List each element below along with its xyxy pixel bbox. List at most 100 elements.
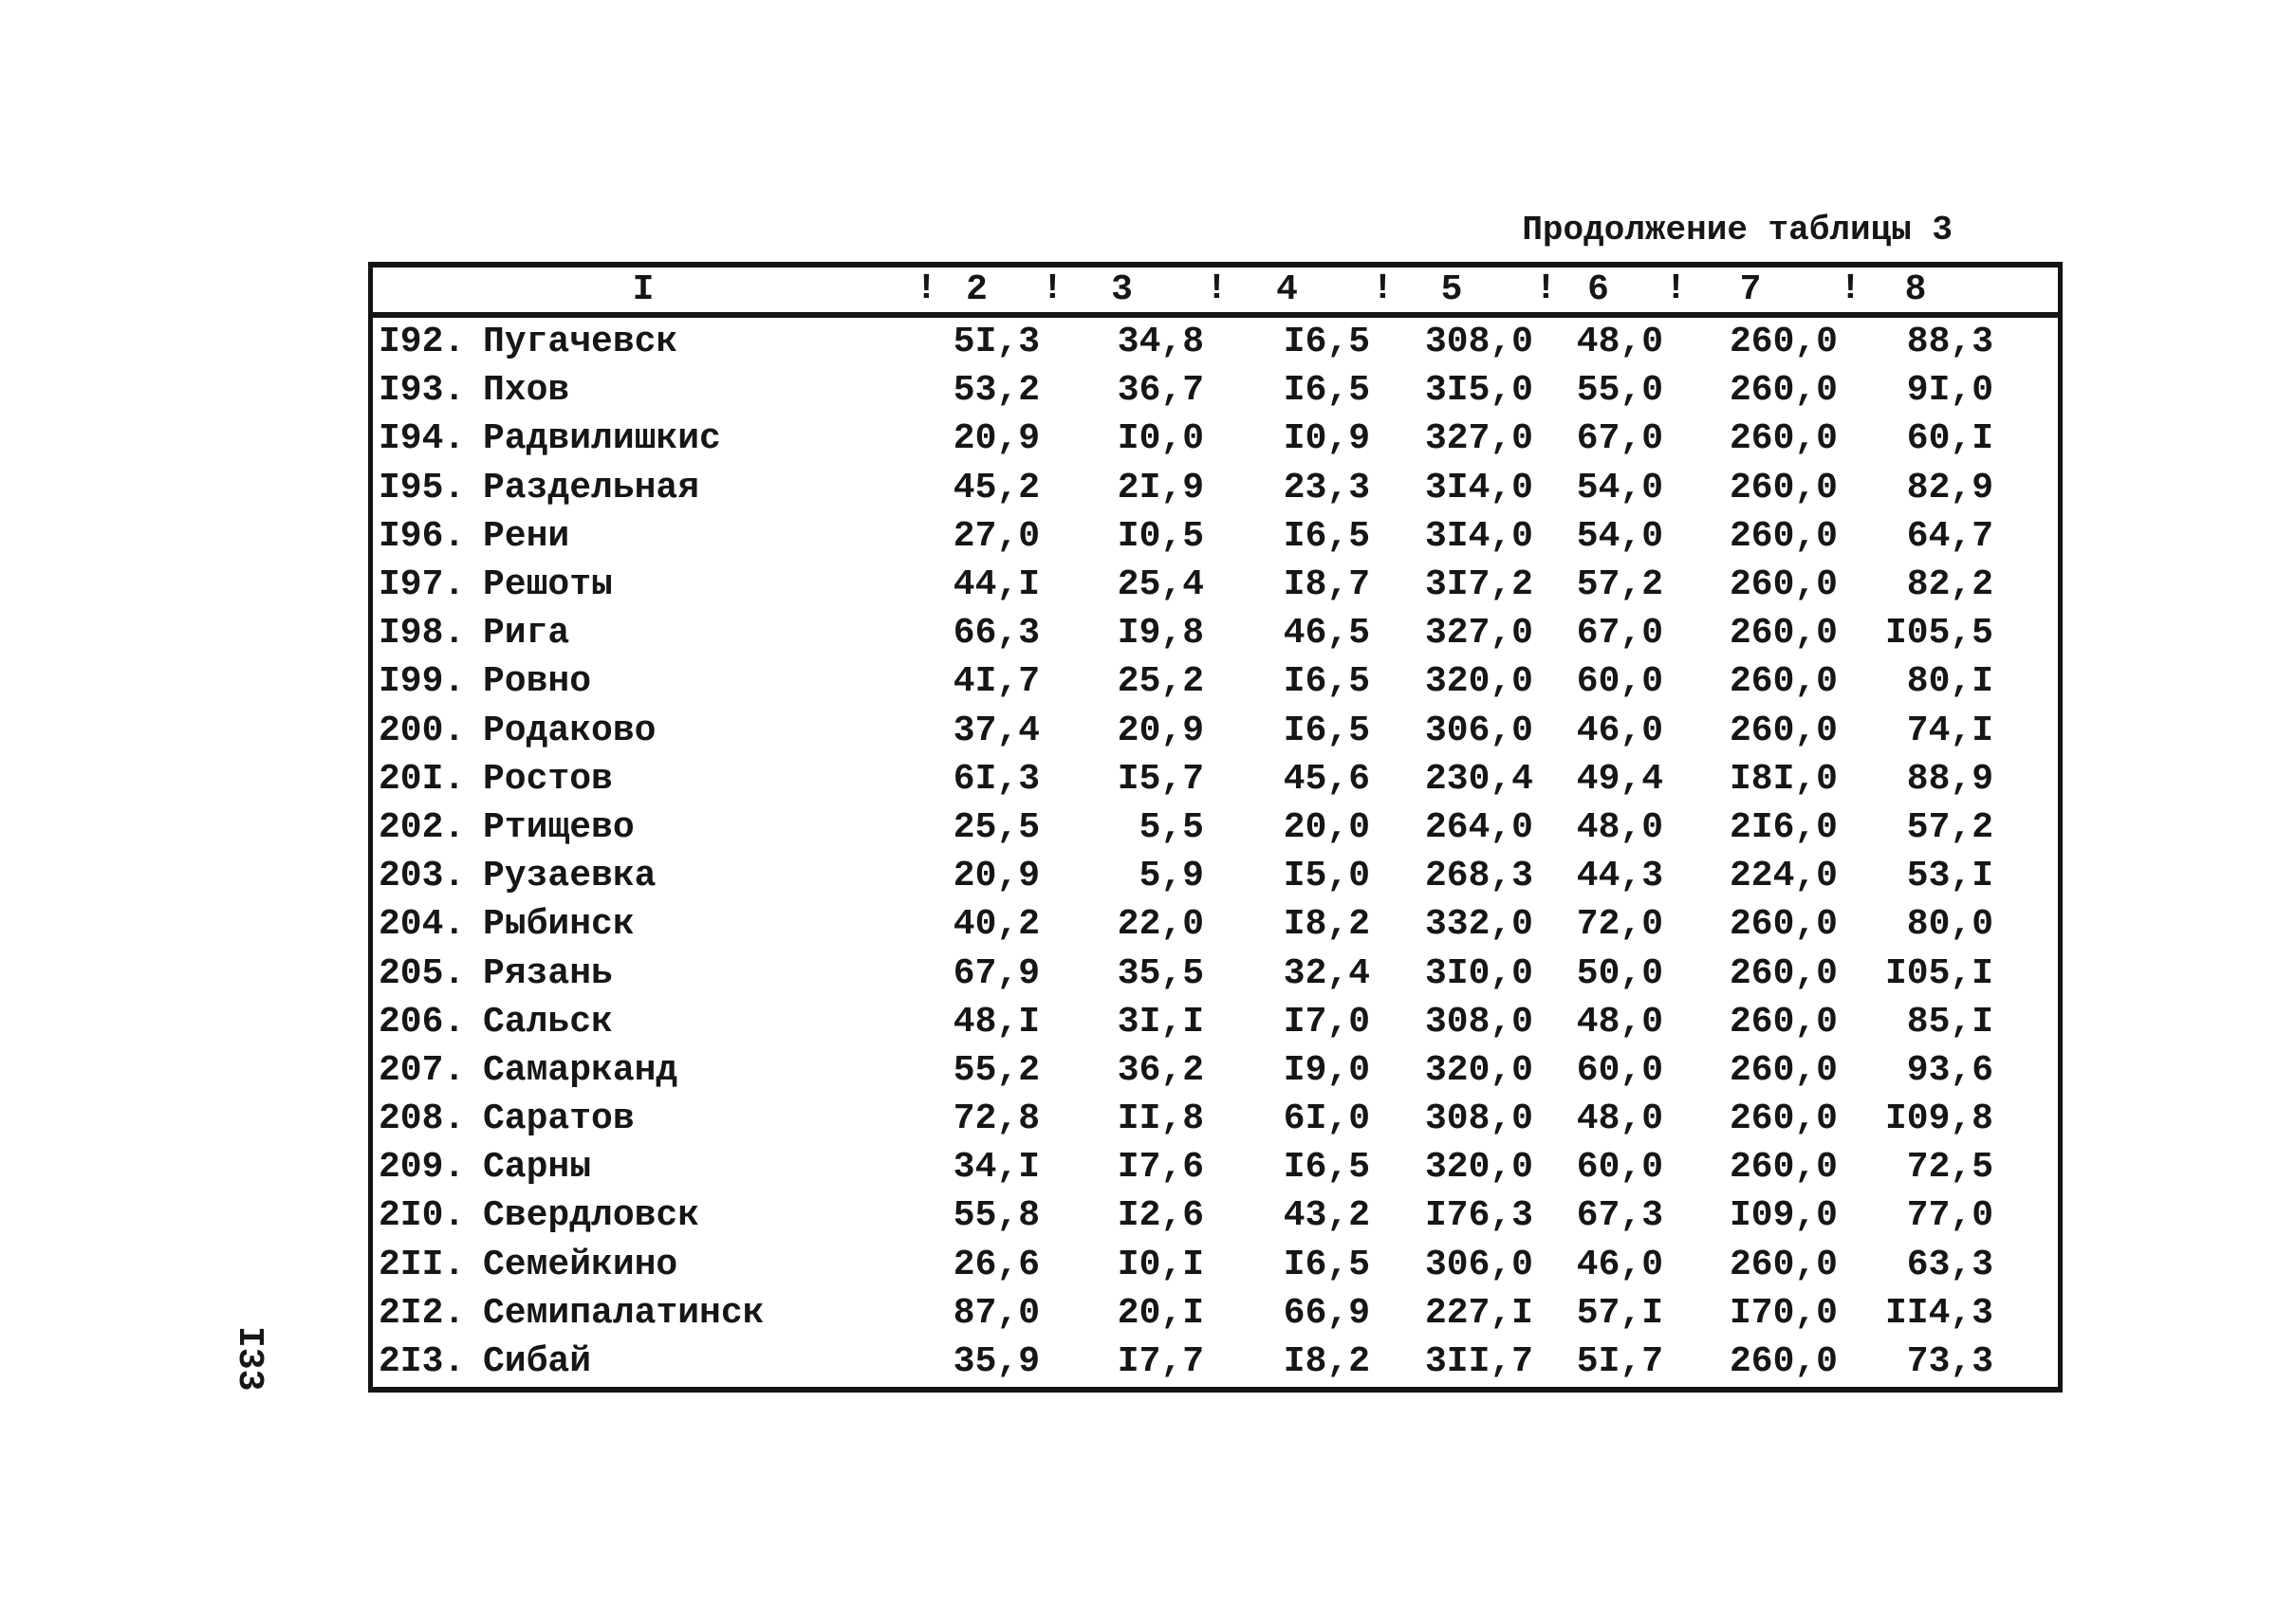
row-label: I97. Решоты xyxy=(373,564,914,605)
row-number: I94. xyxy=(379,418,466,460)
value-cell: I09,0 xyxy=(1729,1195,1838,1237)
value-cell: I7,6 xyxy=(1117,1147,1204,1189)
row-label: 203. Рузаевка xyxy=(373,856,914,896)
table-row: I97. Решоты 44,I 25,4 I8,7 3I7,2 57,2 260,0 82,2 xyxy=(373,561,2058,609)
value-cell: 46,5 xyxy=(1283,613,1370,655)
value-cell: 32,4 xyxy=(1283,952,1370,994)
city-name: Свердловск xyxy=(483,1195,700,1237)
value-cell: I6,5 xyxy=(1283,370,1370,412)
value-cell: I70,0 xyxy=(1729,1292,1838,1334)
column-separator: ! xyxy=(1372,268,1394,309)
value-cell: 53,2 xyxy=(953,370,1040,412)
value-cell: 36,7 xyxy=(1117,370,1204,412)
value-cell: 25,2 xyxy=(1117,661,1204,703)
city-name: Семейкино xyxy=(483,1244,678,1285)
value-cell: I05,5 xyxy=(1884,613,1993,655)
row-label: 207. Самарканд xyxy=(373,1050,914,1091)
value-cell: 3I,I xyxy=(1117,1001,1204,1043)
value-cell: 260,0 xyxy=(1729,467,1838,508)
value-cell: I7,7 xyxy=(1117,1341,1204,1383)
row-label: I99. Ровно xyxy=(373,661,914,702)
value-cell: 308,0 xyxy=(1424,322,1533,363)
row-label: I98. Рига xyxy=(373,613,914,654)
value-cell: 66,3 xyxy=(953,613,1040,655)
header-number: 2 xyxy=(966,269,988,310)
header-col-6: ! 6 xyxy=(1533,268,1663,310)
row-number: I96. xyxy=(379,515,466,557)
value-cell: 74,I xyxy=(1906,710,1993,751)
value-cell: 227,I xyxy=(1424,1292,1533,1334)
row-label: I96. Рени xyxy=(373,516,914,557)
row-label: 2II. Семейкино xyxy=(373,1245,914,1285)
value-cell: 50,0 xyxy=(1576,952,1663,994)
table-row: 202. Ртищево 25,5 5,5 20,0 264,0 48,0 2I6,0 57,2 xyxy=(373,803,2058,852)
value-cell: I9,8 xyxy=(1117,613,1204,655)
value-cell: 23,3 xyxy=(1283,467,1370,508)
value-cell: 40,2 xyxy=(953,904,1040,946)
row-label: I92. Пугачевск xyxy=(373,322,914,362)
row-label: 209. Сарны xyxy=(373,1147,914,1188)
table-row: 204. Рыбинск 40,2 22,0 I8,2 332,0 72,0 260,0 80,… xyxy=(373,900,2058,949)
value-cell: 264,0 xyxy=(1424,806,1533,848)
value-cell: 37,4 xyxy=(953,710,1040,751)
value-cell: 48,I xyxy=(953,1001,1040,1043)
value-cell: I8,7 xyxy=(1283,564,1370,606)
value-cell: 260,0 xyxy=(1729,1001,1838,1043)
row-number: 209. xyxy=(379,1147,466,1189)
column-separator: ! xyxy=(1665,268,1687,309)
city-name: Саратов xyxy=(483,1098,635,1140)
value-cell: 6I,3 xyxy=(953,758,1040,800)
table-row: 2II. Семейкино 26,6 I0,I I6,5 306,0 46,0 260,0 6… xyxy=(373,1241,2058,1289)
row-label: I94. Радвилишкис xyxy=(373,418,914,459)
value-cell: 327,0 xyxy=(1424,418,1533,460)
value-cell: 260,0 xyxy=(1729,322,1838,363)
row-number: 202. xyxy=(379,806,466,848)
column-separator: ! xyxy=(1840,268,1861,309)
table-row: 205. Рязань 67,9 35,5 32,4 3I0,0 50,0 260,0 I05,… xyxy=(373,949,2058,997)
value-cell: 25,4 xyxy=(1117,564,1204,606)
value-cell: 80,I xyxy=(1906,661,1993,703)
value-cell: 260,0 xyxy=(1729,710,1838,751)
value-cell: 57,2 xyxy=(1576,564,1663,606)
value-cell: I6,5 xyxy=(1283,710,1370,751)
value-cell: 260,0 xyxy=(1729,515,1838,557)
value-cell: 260,0 xyxy=(1729,564,1838,606)
value-cell: 48,0 xyxy=(1576,806,1663,848)
row-label: I93. Пхов xyxy=(373,370,914,411)
value-cell: 260,0 xyxy=(1729,1147,1838,1189)
value-cell: 72,5 xyxy=(1906,1147,1993,1189)
header-number: 4 xyxy=(1276,269,1298,310)
city-name: Рига xyxy=(483,613,570,655)
page-number: I33 xyxy=(229,1326,269,1392)
city-name: Решоты xyxy=(483,564,613,606)
value-cell: 35,5 xyxy=(1117,952,1204,994)
value-cell: 2I,9 xyxy=(1117,467,1204,508)
row-label: 2I3. Сибай xyxy=(373,1341,914,1382)
value-cell: I09,8 xyxy=(1884,1098,1993,1140)
table-header: I! 2! 3! 4! 5! 6! 7! 8 xyxy=(373,268,2058,318)
value-cell: 6I,0 xyxy=(1283,1098,1370,1140)
value-cell: I0,5 xyxy=(1117,515,1204,557)
value-cell: 320,0 xyxy=(1424,1147,1533,1189)
row-label: I95. Раздельная xyxy=(373,468,914,508)
row-number: 206. xyxy=(379,1001,466,1043)
value-cell: I6,5 xyxy=(1283,322,1370,363)
value-cell: 260,0 xyxy=(1729,661,1838,703)
value-cell: 20,I xyxy=(1117,1292,1204,1334)
value-cell: 55,0 xyxy=(1576,370,1663,412)
row-number: 2I3. xyxy=(379,1341,466,1383)
value-cell: 72,0 xyxy=(1576,904,1663,946)
value-cell: 64,7 xyxy=(1906,515,1993,557)
value-cell: 224,0 xyxy=(1729,856,1838,897)
row-number: 205. xyxy=(379,952,466,994)
value-cell: 66,9 xyxy=(1283,1292,1370,1334)
value-cell: 44,3 xyxy=(1576,856,1663,897)
value-cell: 332,0 xyxy=(1424,904,1533,946)
value-cell: 3II,7 xyxy=(1424,1341,1533,1383)
value-cell: I0,9 xyxy=(1283,418,1370,460)
value-cell: I05,I xyxy=(1884,952,1993,994)
row-number: I98. xyxy=(379,613,466,655)
value-cell: I0,I xyxy=(1117,1244,1204,1285)
row-label: 2I2. Семипалатинск xyxy=(373,1293,914,1334)
value-cell: I5,7 xyxy=(1117,758,1204,800)
